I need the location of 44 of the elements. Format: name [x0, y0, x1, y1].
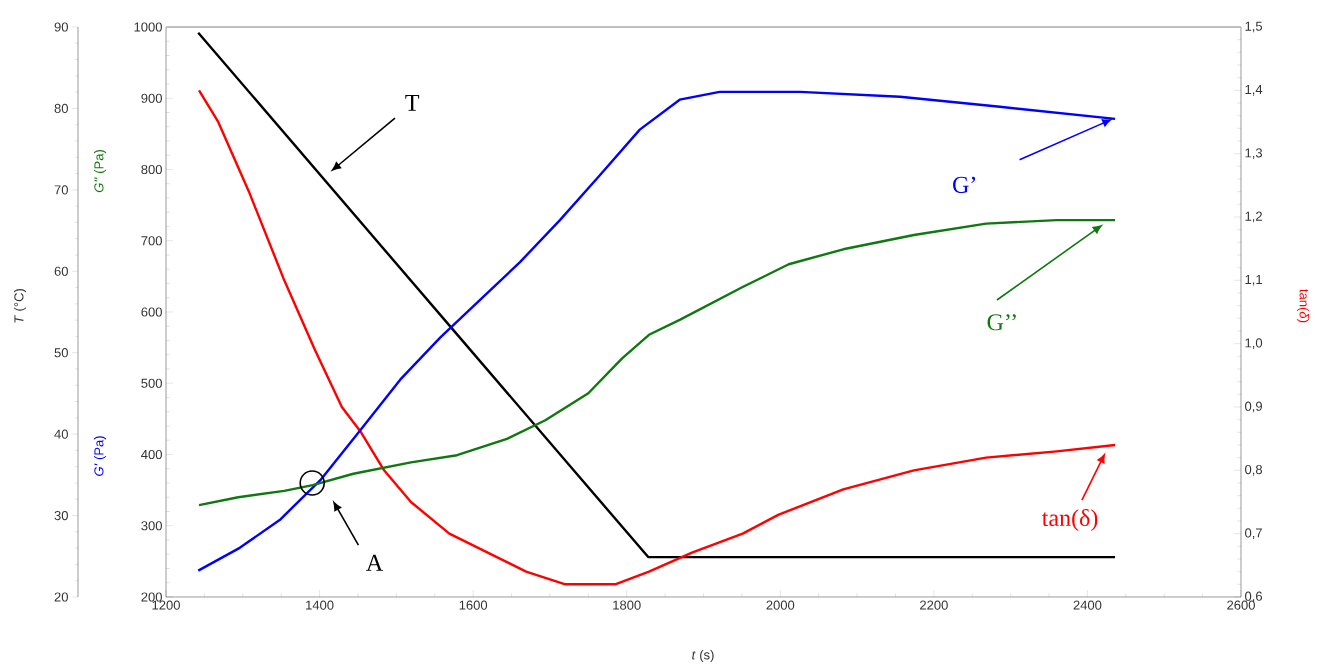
y2-tick-label: 0,9 [1245, 401, 1262, 413]
y3-tick-label: 50 [54, 348, 68, 358]
y-tick-label: 300 [141, 521, 162, 531]
y3-tick-label: 90 [54, 22, 68, 32]
x-axis-title: t (s) [692, 649, 714, 663]
y-tick-label: 500 [141, 378, 162, 388]
line-series [197, 218, 1117, 507]
x-tick-label: 2400 [1073, 600, 1102, 610]
x-tick-label: 1800 [613, 600, 641, 610]
y2-tick-label: 0,7 [1245, 528, 1262, 540]
y3-tick-label: 80 [54, 103, 68, 114]
y3-tick-label: 70 [54, 185, 68, 195]
annotation: G’ [953, 176, 976, 193]
y-tick-label: 800 [141, 164, 162, 175]
y2-tick-label: 1,0 [1245, 338, 1263, 350]
annotation: T [405, 94, 420, 111]
y-tick-label: 600 [141, 307, 162, 317]
annotation: tan(δ) [1042, 509, 1098, 531]
y-axis-title: G' (Pa) [93, 436, 107, 476]
y-tick-label: 900 [141, 93, 162, 103]
y2-tick-label: 1,3 [1245, 148, 1263, 160]
x-tick-label: 2200 [920, 600, 948, 610]
annotation: A [366, 554, 384, 571]
y3-tick-label: 60 [54, 266, 68, 276]
text: G'' (Pa) [93, 149, 107, 193]
y2-tick-label: 1,5 [1245, 21, 1263, 33]
y-tick-label: 200 [141, 592, 162, 602]
y-tick-label: 400 [141, 449, 162, 460]
y3-axis-title: T (°C) [13, 289, 27, 323]
y3-tick-label: 40 [54, 429, 68, 439]
annotation: G’’ [987, 314, 1016, 331]
y2-tick-label: 1,1 [1245, 275, 1262, 286]
y3-tick-label: 20 [54, 592, 68, 602]
x-tick-label: 1600 [459, 600, 488, 610]
y-tick-label: 700 [141, 236, 162, 246]
x-tick-label: 1200 [152, 600, 180, 610]
y2-tick-label: 0,8 [1245, 464, 1263, 476]
x-tick-label: 1400 [306, 600, 334, 610]
y-tick-label: 1000 [134, 22, 162, 32]
y3-tick-label: 30 [54, 510, 68, 521]
y2-axis-title: tan(δ) [1296, 289, 1310, 323]
x-tick-label: 2000 [766, 600, 795, 610]
y2-tick-label: 1,2 [1245, 211, 1262, 223]
y2-tick-label: 1,4 [1245, 85, 1263, 96]
